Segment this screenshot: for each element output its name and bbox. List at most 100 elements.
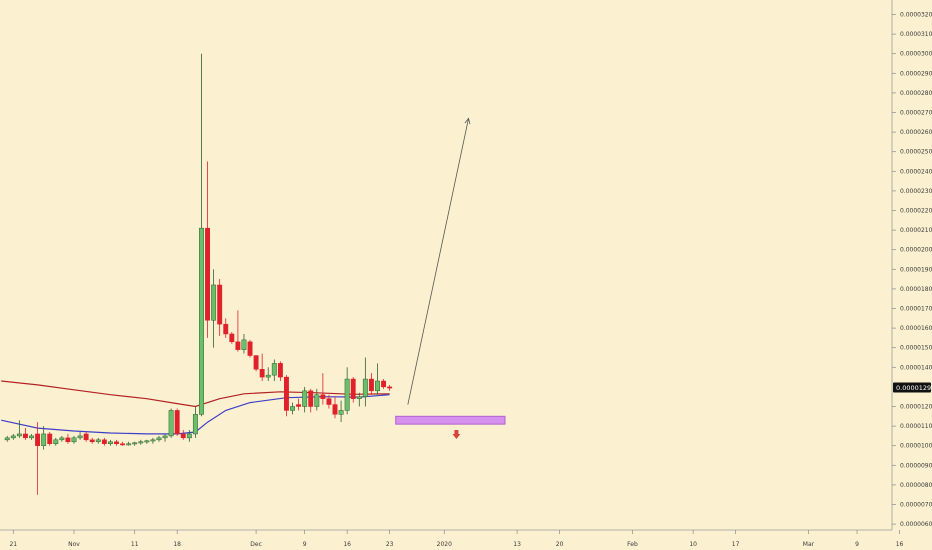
- candle-body: [332, 404, 338, 415]
- candle-body: [186, 433, 192, 439]
- candle-body: [16, 433, 22, 437]
- candle-body: [284, 376, 289, 411]
- candle-body: [217, 284, 223, 325]
- candle-body: [29, 435, 34, 439]
- candle: [296, 398, 302, 411]
- candle-body: [375, 380, 380, 392]
- candle: [77, 431, 83, 440]
- last-price-badge-background: [893, 382, 931, 393]
- candle-body: [338, 410, 344, 415]
- candle: [174, 408, 180, 436]
- candle-body: [302, 390, 308, 407]
- candle: [302, 386, 308, 413]
- candle-body: [192, 414, 198, 435]
- candle: [95, 437, 101, 444]
- time-axis-tick-label: Mar: [803, 541, 815, 548]
- candle-body: [308, 390, 314, 407]
- candle: [338, 400, 344, 423]
- time-axis-tick-label: 16: [896, 541, 904, 548]
- last-price-badge: 0.00001297: [893, 382, 932, 393]
- candle-body: [144, 440, 150, 443]
- candle-body: [107, 441, 113, 444]
- candle: [284, 375, 289, 417]
- candle: [150, 437, 156, 444]
- candle: [375, 363, 380, 395]
- candle: [41, 426, 47, 450]
- candle: [211, 269, 217, 348]
- time-axis-tick-label: 10: [689, 541, 697, 548]
- candle: [168, 408, 174, 438]
- candle: [259, 353, 265, 382]
- candle-body: [314, 394, 320, 407]
- candle: [22, 428, 28, 440]
- candle-body: [362, 378, 368, 397]
- candle: [308, 388, 314, 413]
- candle: [223, 318, 229, 338]
- candle: [356, 392, 362, 407]
- candle-body: [180, 433, 186, 439]
- candle-body: [356, 396, 362, 399]
- candle: [332, 396, 338, 419]
- candle: [277, 361, 283, 382]
- time-axis-tick-label: 9: [303, 541, 307, 548]
- time-axis-tick-label: 9: [855, 541, 859, 548]
- candle-body: [22, 433, 28, 439]
- candle: [132, 441, 138, 446]
- support-zone-box: [395, 415, 506, 425]
- chart-drawings: [395, 117, 506, 439]
- candle-body: [241, 339, 247, 350]
- candle: [344, 367, 350, 415]
- candle: [89, 437, 95, 444]
- candle-body: [65, 437, 71, 443]
- candle-body: [132, 442, 138, 445]
- time-axis-tick-label: Dec: [250, 541, 262, 548]
- candle: [35, 422, 41, 495]
- candle-body: [168, 410, 174, 437]
- candle: [65, 433, 71, 444]
- candle: [162, 433, 168, 442]
- candle-body: [277, 363, 283, 378]
- candle-body: [223, 323, 229, 335]
- candle-body: [71, 437, 77, 443]
- candle-body: [205, 227, 210, 321]
- candle: [138, 439, 144, 445]
- candle-body: [138, 441, 144, 444]
- candle: [241, 333, 247, 354]
- candle: [247, 339, 253, 358]
- downward-arrow-icon: [452, 429, 461, 439]
- candle-body: [387, 386, 393, 389]
- upward-arrow-head: [464, 117, 471, 125]
- time-axis[interactable]: 21 Nov 11 18 Dec 9 16 23 2020 13 20 Feb 10 17 Mar 9 16: [9, 530, 904, 548]
- candle: [320, 373, 326, 405]
- candle: [350, 377, 356, 403]
- candle-body: [290, 406, 295, 411]
- candle-body: [10, 435, 16, 439]
- candle: [156, 435, 162, 442]
- candle-body: [4, 437, 10, 441]
- candle: [120, 441, 126, 446]
- candle: [217, 279, 223, 336]
- candle: [29, 433, 34, 440]
- candle-body: [265, 374, 271, 378]
- candle: [290, 402, 295, 415]
- candle: [271, 359, 277, 382]
